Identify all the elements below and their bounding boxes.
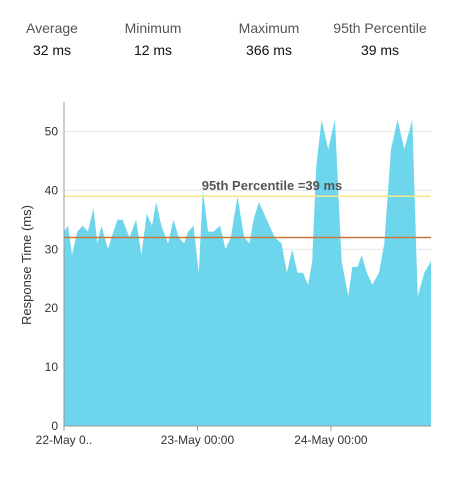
y-axis-label: Response Time (ms) <box>19 205 34 325</box>
summary-stats: Average 32 ms Minimum 12 ms Maximum 366 … <box>0 18 450 62</box>
axes: 0 10 20 30 40 50 22-May 0.. 23-May 00:00 24-May … <box>36 102 431 447</box>
area-series <box>64 119 431 426</box>
x-tick-label: 23-May 00:00 <box>161 433 235 447</box>
stat-average-value: 32 ms <box>32 42 72 58</box>
y-tick-label: 40 <box>45 183 59 197</box>
stat-95th-percentile-value: 39 ms <box>360 42 400 58</box>
stat-maximum: Maximum 366 ms <box>229 18 309 60</box>
stat-maximum-label: Maximum <box>238 20 300 36</box>
y-tick-label: 10 <box>45 360 59 374</box>
y-tick-label: 20 <box>45 301 59 315</box>
stat-maximum-value: 366 ms <box>246 42 292 58</box>
stat-95th-percentile: 95th Percentile 39 ms <box>322 18 438 60</box>
stat-minimum-value: 12 ms <box>133 42 173 58</box>
y-tick-label: 0 <box>51 419 58 433</box>
x-tick-label: 22-May 0.. <box>36 433 93 447</box>
response-time-area <box>64 119 431 426</box>
x-tick-label: 24-May 00:00 <box>294 433 368 447</box>
reference-lines <box>64 195 431 239</box>
stat-average: Average 32 ms <box>17 18 87 60</box>
stat-minimum: Minimum 12 ms <box>115 18 191 60</box>
stat-average-label: Average <box>26 20 78 36</box>
y-tick-label: 50 <box>45 124 59 138</box>
y-tick-label: 30 <box>45 242 59 256</box>
stat-minimum-label: Minimum <box>124 20 182 36</box>
stat-95th-percentile-label: 95th Percentile <box>333 20 427 36</box>
percentile-annotation: 95th Percentile =39 ms <box>202 178 343 193</box>
